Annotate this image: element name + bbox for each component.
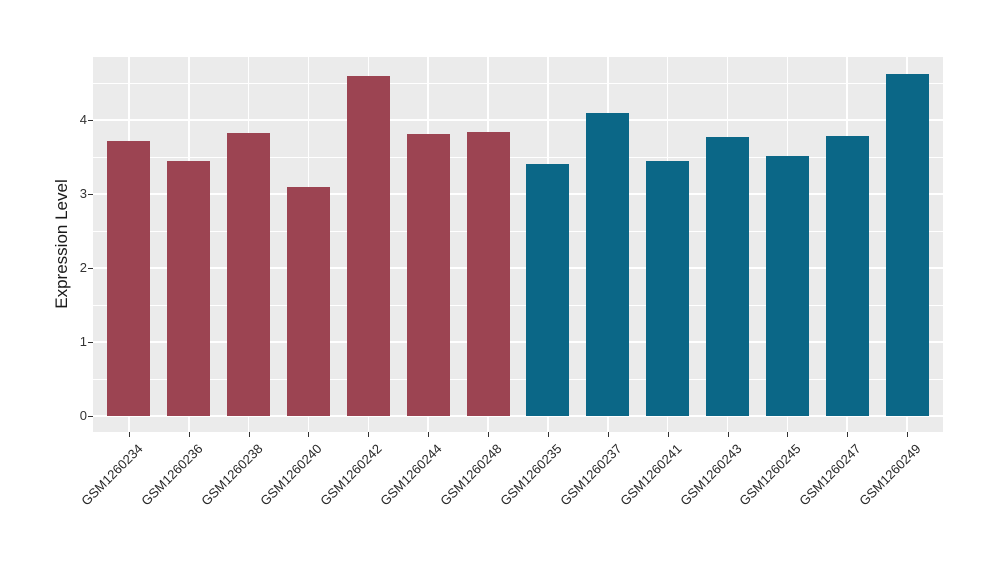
x-tick-mark bbox=[847, 432, 849, 437]
x-tick-mark bbox=[787, 432, 789, 437]
x-tick-mark bbox=[248, 432, 250, 437]
y-tick-mark bbox=[88, 416, 93, 417]
bar-GSM1260238 bbox=[227, 133, 271, 416]
y-tick-mark bbox=[88, 268, 93, 269]
y-tick-label: 3 bbox=[79, 186, 87, 201]
x-tick-mark bbox=[488, 432, 490, 437]
bar-GSM1260234 bbox=[107, 141, 151, 416]
x-tick-mark bbox=[128, 432, 130, 437]
y-tick-mark bbox=[88, 120, 93, 121]
bar-GSM1260236 bbox=[167, 160, 211, 416]
y-tick-mark bbox=[88, 342, 93, 343]
bar-GSM1260240 bbox=[286, 186, 330, 416]
x-tick-mark bbox=[667, 432, 669, 437]
x-tick-mark bbox=[188, 432, 190, 437]
bar-GSM1260247 bbox=[825, 135, 869, 416]
x-tick-mark bbox=[428, 432, 430, 437]
h-gridline-minor bbox=[93, 378, 943, 380]
bar-GSM1260245 bbox=[765, 155, 809, 416]
x-tick-mark bbox=[547, 432, 549, 437]
h-gridline-major bbox=[93, 415, 943, 417]
bar-GSM1260235 bbox=[526, 164, 570, 416]
y-tick-label: 1 bbox=[79, 334, 87, 349]
h-gridline-major bbox=[93, 267, 943, 269]
bar-GSM1260241 bbox=[646, 160, 690, 416]
y-tick-label: 4 bbox=[79, 112, 87, 127]
y-tick-label: 0 bbox=[79, 408, 87, 423]
h-gridline-major bbox=[93, 119, 943, 121]
bar-GSM1260249 bbox=[885, 74, 929, 416]
h-gridline-minor bbox=[93, 230, 943, 232]
h-gridline-minor bbox=[93, 156, 943, 158]
bar-GSM1260248 bbox=[466, 131, 510, 416]
h-gridline-minor bbox=[93, 82, 943, 84]
plot-panel bbox=[93, 57, 943, 432]
bar-GSM1260242 bbox=[346, 76, 390, 416]
h-gridline-major bbox=[93, 193, 943, 195]
y-tick-mark bbox=[88, 194, 93, 195]
h-gridline-minor bbox=[93, 304, 943, 306]
bar-GSM1260237 bbox=[586, 112, 630, 416]
bar-GSM1260244 bbox=[406, 134, 450, 416]
x-tick-mark bbox=[368, 432, 370, 437]
bar-GSM1260243 bbox=[706, 137, 749, 416]
h-gridline-major bbox=[93, 341, 943, 343]
y-tick-label: 2 bbox=[79, 260, 87, 275]
x-tick-mark bbox=[727, 432, 729, 437]
x-tick-mark bbox=[607, 432, 609, 437]
x-tick-mark bbox=[907, 432, 909, 437]
x-tick-mark bbox=[308, 432, 310, 437]
